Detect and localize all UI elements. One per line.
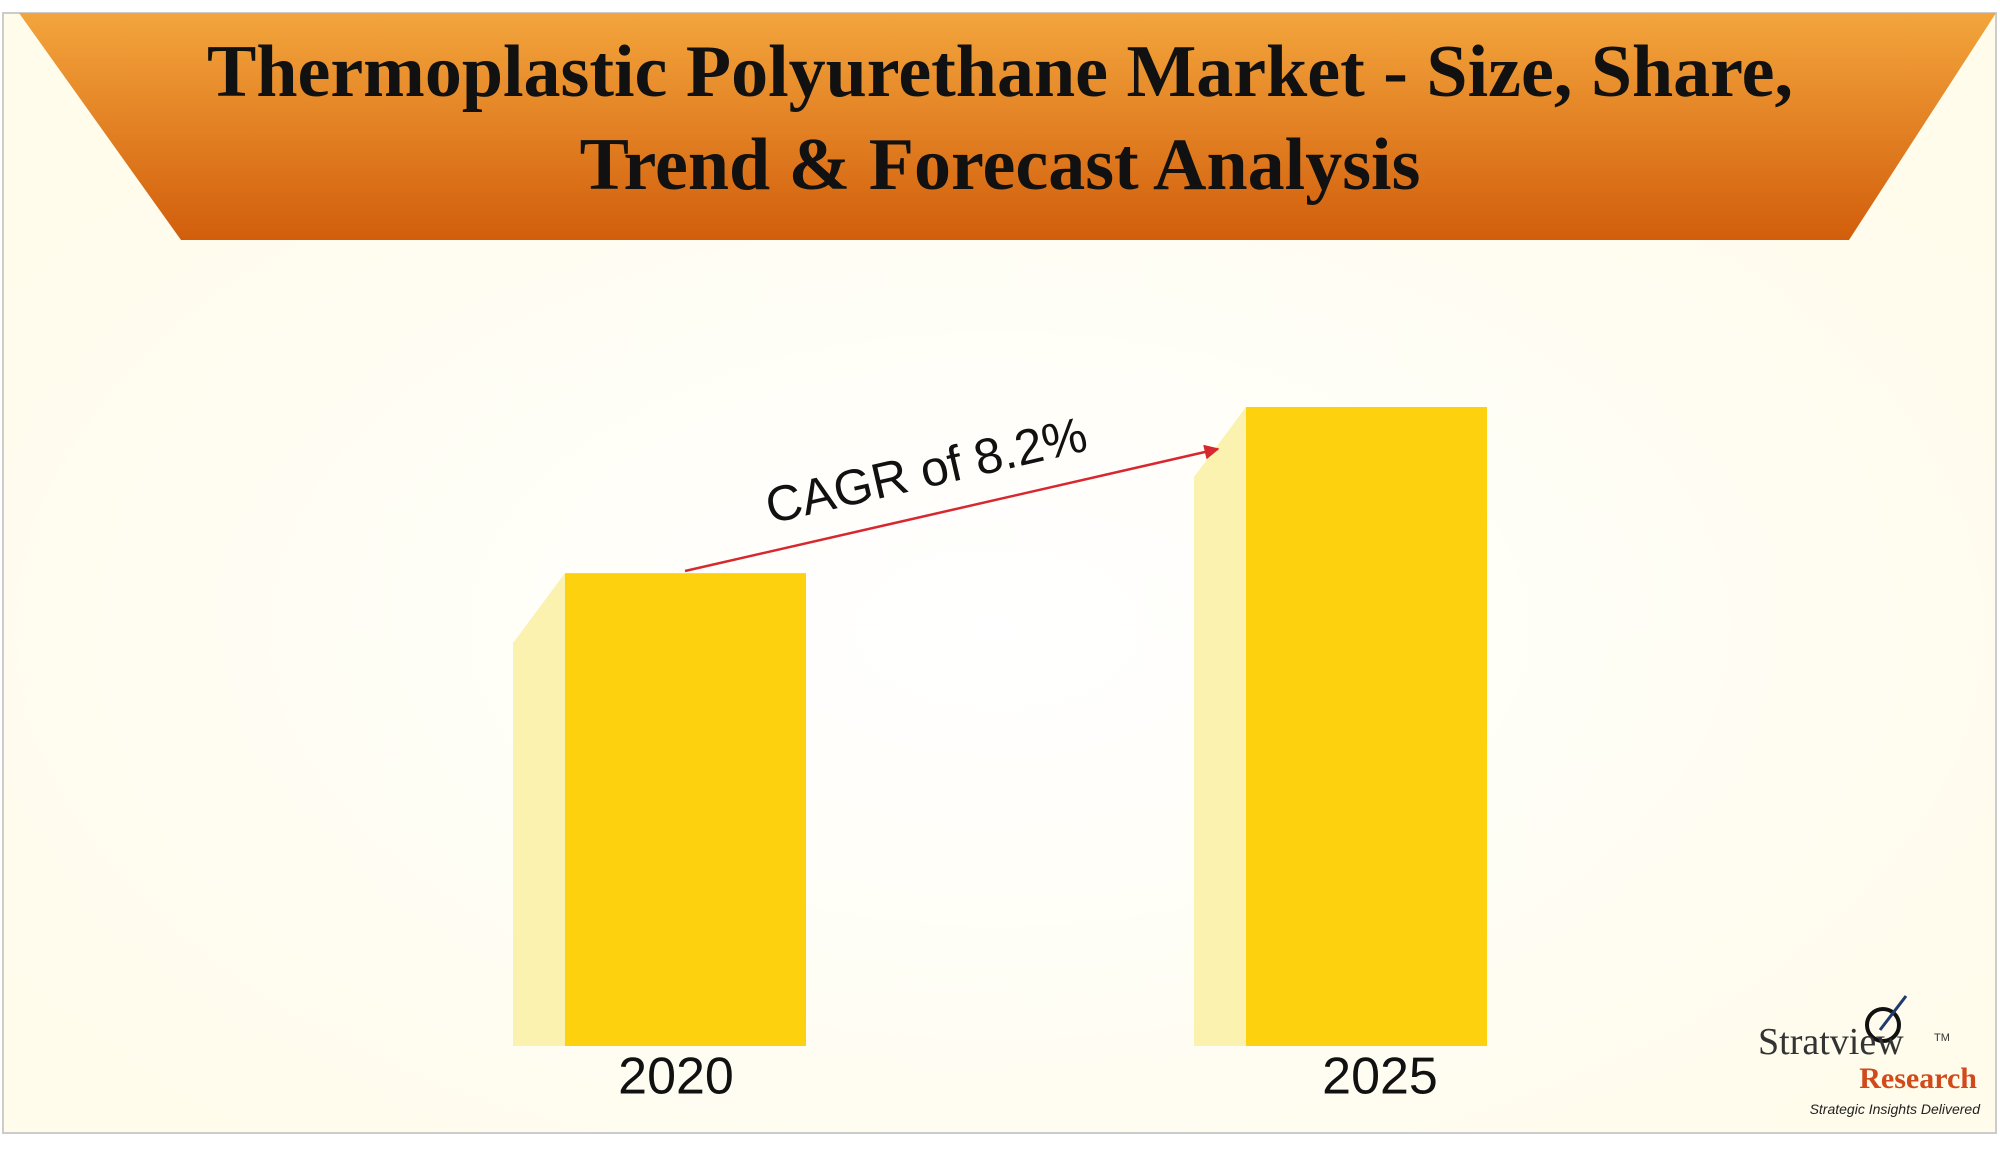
bar-side	[513, 573, 565, 1046]
logo-name: Stratview	[1758, 1021, 1904, 1063]
chart-title: Thermoplastic Polyurethane Market - Size…	[207, 31, 1793, 113]
logo-sub: Research	[1859, 1062, 1977, 1095]
x-tick-label: 2020	[618, 1048, 734, 1106]
x-tick-label: 2025	[1322, 1048, 1438, 1106]
bar-side	[1194, 407, 1246, 1046]
bar	[1246, 407, 1487, 1046]
logo-icon	[1865, 1007, 1901, 1043]
title-banner	[19, 13, 1996, 240]
cagr-arrow	[684, 444, 1220, 573]
logo: Stratview TM Research Strategic Insights…	[1758, 995, 1982, 1117]
logo-icon	[1878, 995, 1908, 1031]
bar	[565, 573, 806, 1046]
chart-title: Trend & Forecast Analysis	[580, 124, 1421, 206]
plot: 2020 2025	[513, 407, 1487, 1106]
logo-trademark: TM	[1934, 1032, 1950, 1044]
logo-tagline: Strategic Insights Delivered	[1810, 1101, 1982, 1117]
